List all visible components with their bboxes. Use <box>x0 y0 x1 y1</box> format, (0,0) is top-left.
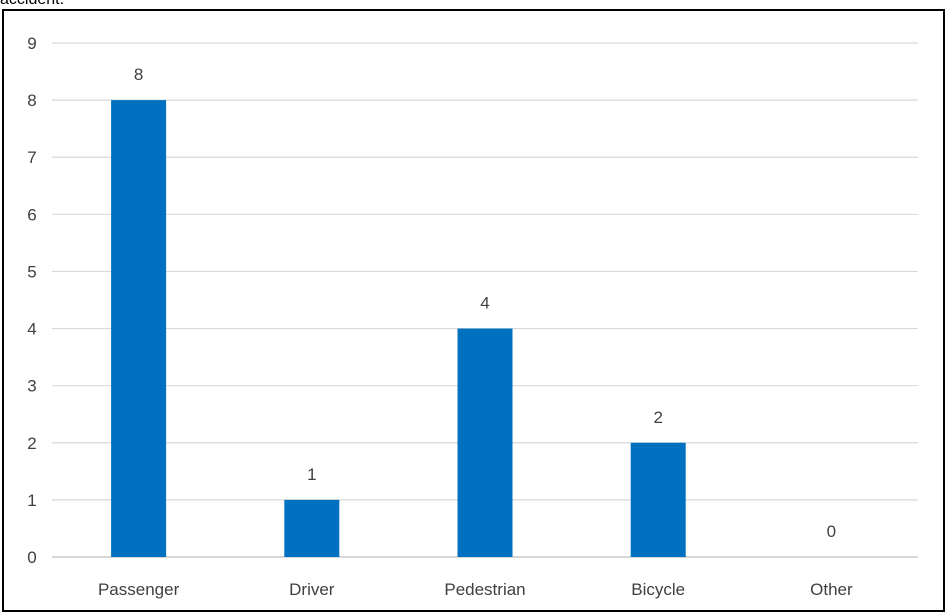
y-tick-label: 9 <box>27 34 36 53</box>
data-label: 0 <box>827 522 836 541</box>
y-tick-label: 1 <box>27 491 36 510</box>
x-category-label: Passenger <box>98 580 180 599</box>
y-tick-label: 7 <box>27 148 36 167</box>
x-category-label: Other <box>810 580 853 599</box>
y-tick-label: 8 <box>27 91 36 110</box>
bar <box>284 499 340 557</box>
data-label: 8 <box>134 65 143 84</box>
x-category-label: Pedestrian <box>444 580 525 599</box>
data-label: 1 <box>307 465 316 484</box>
chart-caption: accident. <box>0 0 64 9</box>
y-tick-label: 4 <box>27 320 36 339</box>
bar <box>457 328 513 557</box>
x-category-label: Driver <box>289 580 335 599</box>
y-tick-label: 6 <box>27 205 36 224</box>
y-tick-label: 0 <box>27 548 36 567</box>
y-tick-label: 3 <box>27 377 36 396</box>
y-tick-label: 2 <box>27 434 36 453</box>
bar <box>111 100 167 557</box>
bar <box>630 442 686 557</box>
chart-frame: 0 1 2 3 4 5 6 7 8 9 8 Passenger 1 Driver 4 Pedestrian 2 B… <box>2 9 945 612</box>
data-label: 4 <box>480 294 489 313</box>
data-label: 2 <box>653 408 662 427</box>
bar-chart: 0 1 2 3 4 5 6 7 8 9 8 Passenger 1 Driver 4 Pedestrian 2 B… <box>27 34 918 599</box>
y-tick-label: 5 <box>27 262 36 281</box>
x-category-label: Bicycle <box>631 580 685 599</box>
